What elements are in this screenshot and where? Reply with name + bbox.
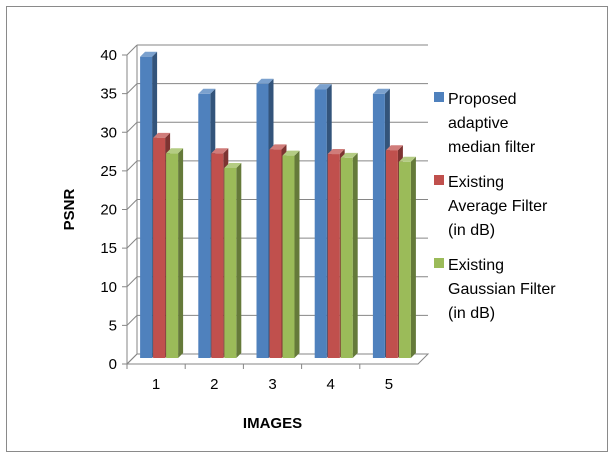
bar-side: [236, 162, 242, 358]
legend-label: Existing: [448, 257, 504, 274]
bar-top: [153, 132, 171, 138]
gridline-depth: [126, 199, 138, 210]
bar-front: [340, 157, 353, 358]
y-tick-label: 5: [109, 317, 117, 334]
y-tick-label: 15: [100, 240, 117, 257]
bar-top: [340, 152, 358, 158]
y-tick-label: 35: [100, 86, 117, 103]
legend-label: Gaussian Filter: [448, 281, 556, 298]
bar-top: [282, 150, 300, 156]
y-axis-title: PSNR: [61, 189, 78, 231]
legend-label: (in dB): [448, 305, 495, 322]
bar-front: [385, 150, 398, 358]
bar: [282, 150, 300, 358]
legend-label: adaptive: [448, 115, 509, 132]
bar-side: [410, 156, 416, 358]
bar-front: [398, 161, 411, 358]
bar-side: [352, 152, 358, 358]
legend-label: Existing: [448, 174, 504, 191]
y-tick-label: 0: [109, 356, 117, 373]
bar-top: [327, 149, 345, 155]
x-tick-label: 4: [327, 376, 335, 393]
legend-swatch: [434, 92, 444, 102]
gridline-depth: [126, 83, 138, 94]
gridline-depth: [126, 276, 138, 288]
bar-front: [314, 89, 327, 359]
legend-item: Proposed adaptive median filter: [434, 91, 536, 156]
bar: [224, 162, 242, 358]
gridline-depth: [126, 237, 138, 249]
bar-side: [178, 148, 184, 358]
bar: [398, 156, 416, 358]
legend-label: (in dB): [448, 222, 495, 239]
bar-front: [256, 83, 269, 358]
bar-top: [269, 144, 287, 150]
legend-label: Proposed: [448, 91, 517, 108]
bar-front: [372, 93, 385, 359]
bar-top: [398, 156, 416, 162]
bar-top: [385, 145, 403, 151]
x-tick-label: 1: [152, 376, 160, 393]
bar-side: [294, 150, 300, 358]
bar-front: [198, 93, 211, 359]
bar-front: [166, 153, 179, 358]
bars: [140, 51, 416, 359]
bar-front: [269, 149, 282, 358]
y-tick-label: 40: [100, 47, 117, 64]
legend-item: Existing Gaussian Filter (in dB): [434, 257, 556, 322]
legend: Proposed adaptive median filter Existing Ave…: [434, 91, 556, 322]
x-tick-label: 5: [385, 376, 393, 393]
legend-item: Existing Average Filter (in dB): [434, 174, 548, 239]
bar-top: [140, 51, 158, 57]
gridline-depth: [126, 44, 138, 56]
bar-top: [166, 148, 184, 154]
bar-front: [211, 153, 224, 358]
bar-front: [224, 167, 237, 358]
bar-top: [198, 88, 216, 94]
chart-frame: [6, 6, 608, 452]
x-axis-title: IMAGES: [243, 415, 302, 432]
bar: [166, 148, 184, 358]
bar-top: [314, 84, 332, 90]
bar: [340, 152, 358, 358]
x-tick-label: 2: [210, 376, 218, 393]
legend-label: median filter: [448, 139, 536, 156]
legend-label: Average Filter: [448, 198, 548, 215]
gridline-depth: [126, 160, 138, 172]
y-tick-label: 30: [100, 124, 117, 141]
y-tick-label: 20: [100, 202, 117, 219]
y-tick-label: 25: [100, 163, 117, 180]
bar-top: [211, 148, 229, 154]
bar-top: [372, 88, 390, 94]
legend-swatch: [434, 175, 444, 185]
bar-front: [327, 154, 340, 358]
bar-top: [256, 78, 274, 84]
bar-top: [224, 162, 242, 168]
gridline-depth: [126, 315, 138, 326]
bar-front: [140, 56, 153, 358]
legend-swatch: [434, 258, 444, 268]
y-tick-label: 10: [100, 279, 117, 296]
bar-front: [282, 155, 295, 358]
gridline-depth: [126, 121, 138, 133]
x-tick-label: 3: [268, 376, 276, 393]
bar-front: [153, 137, 166, 358]
